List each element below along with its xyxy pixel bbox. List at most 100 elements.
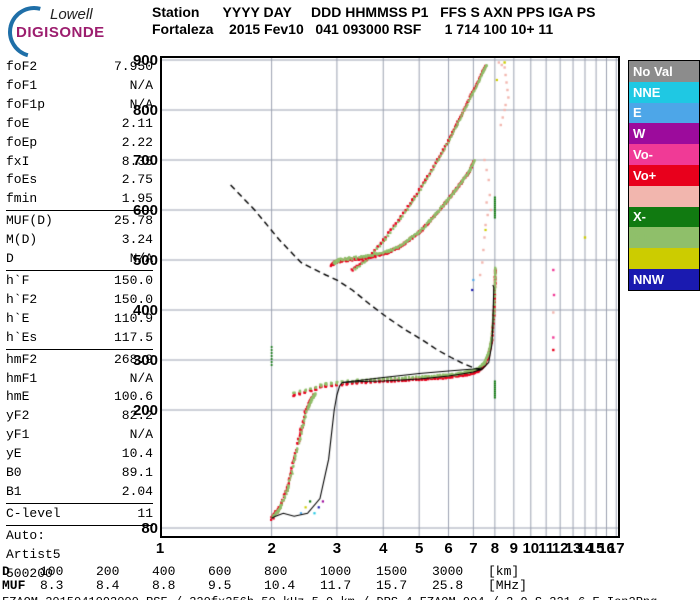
- param-row-yE: yE 10.4: [2, 445, 157, 464]
- y-axis-tick-800: 800: [122, 102, 158, 119]
- legend-item-SSE: SSE: [629, 248, 699, 269]
- row-tag: D: [2, 565, 40, 579]
- param-label: B1: [6, 483, 22, 502]
- param-label: C-level: [6, 505, 61, 524]
- x-axis-tick-5: 5: [409, 540, 429, 557]
- row-unit: [MHz]: [488, 579, 527, 593]
- row-item: 600: [208, 565, 264, 579]
- row-item: 1500: [376, 565, 432, 579]
- digisonde-logo: Lowell DIGISONDE: [6, 4, 146, 48]
- param-value: 89.1: [122, 464, 153, 483]
- param-value: 3.24: [122, 231, 153, 250]
- param-label: h`F: [6, 272, 29, 291]
- param-row-hF: h`F 150.0: [2, 272, 157, 291]
- ionogram-plot[interactable]: 80 200 300 400 500 600 700 800 900 1 2 3 4 5 6 7 8 9 10 11…: [160, 56, 620, 538]
- distance-row: D 100 200 400 600 800 1000 1500 3000 [km]: [2, 565, 698, 579]
- param-label: foF2: [6, 58, 37, 77]
- row-item: 100: [40, 565, 96, 579]
- param-row-hEs: h`Es 117.5: [2, 329, 157, 348]
- row-item: 10.4: [264, 579, 320, 593]
- station-info: Station YYYY DAY DDD HHMMSS P1 FFS S AXN…: [152, 4, 595, 38]
- x-axis-tick-2: 2: [262, 540, 282, 557]
- param-label: yE: [6, 445, 22, 464]
- param-label: h`F2: [6, 291, 37, 310]
- legend-item-X: X+: [629, 227, 699, 248]
- param-label: yF1: [6, 426, 29, 445]
- param-label: foF1: [6, 77, 37, 96]
- row-unit: [km]: [488, 565, 519, 579]
- param-label: D: [6, 250, 14, 269]
- header: Lowell DIGISONDE Station YYYY DAY DDD HH…: [0, 2, 700, 50]
- legend-item-NNE: NNE: [629, 82, 699, 103]
- bottom-info-table: D 100 200 400 600 800 1000 1500 3000 [km] MUF 8.3 8…: [2, 565, 698, 600]
- row-tag: MUF: [2, 579, 40, 593]
- row-item: 25.8: [432, 579, 488, 593]
- y-axis-tick-600: 600: [122, 202, 158, 219]
- param-label: fmin: [6, 190, 37, 209]
- param-label: h`Es: [6, 329, 37, 348]
- param-row-foEp: foEp 2.22: [2, 134, 157, 153]
- x-axis-tick-17: 17: [606, 540, 626, 557]
- param-label: foE: [6, 115, 29, 134]
- param-label: foEs: [6, 171, 37, 190]
- row-item: 8.3: [40, 579, 96, 593]
- param-row-foEs: foEs 2.75: [2, 171, 157, 190]
- legend-item-NoVal: No Val: [629, 61, 699, 82]
- row-item: 11.7: [320, 579, 376, 593]
- trace-legend: No Val NNE E W Vo- Vo+ SSW X- X+ SSE NNW: [628, 60, 700, 291]
- row-item: 15.7: [376, 579, 432, 593]
- param-label: foF1p: [6, 96, 45, 115]
- y-axis-tick-700: 700: [122, 152, 158, 169]
- muf-row: MUF 8.3 8.4 8.8 9.5 10.4 11.7 15.7 25.8 [MHz]: [2, 579, 698, 593]
- row-item: 400: [152, 565, 208, 579]
- param-value: 2.22: [122, 134, 153, 153]
- row-item: 8.8: [152, 579, 208, 593]
- ionogram-canvas[interactable]: [160, 56, 620, 538]
- param-value: 150.0: [114, 272, 153, 291]
- row-item: 1000: [320, 565, 376, 579]
- legend-item-W: W: [629, 123, 699, 144]
- x-axis-tick-7: 7: [463, 540, 483, 557]
- x-axis-tick-8: 8: [485, 540, 505, 557]
- row-item: 200: [96, 565, 152, 579]
- legend-item-Vo: Vo-: [629, 144, 699, 165]
- param-value: N/A: [130, 426, 153, 445]
- param-value: N/A: [130, 77, 153, 96]
- param-value: N/A: [130, 370, 153, 389]
- ionogram-window: Lowell DIGISONDE Station YYYY DAY DDD HH…: [0, 0, 700, 600]
- row-item: 8.4: [96, 579, 152, 593]
- x-axis-tick-6: 6: [439, 540, 459, 557]
- auto-note-line: Artist5: [2, 546, 157, 565]
- param-label: MUF(D): [6, 212, 53, 231]
- row-item: 9.5: [208, 579, 264, 593]
- y-axis-tick-200: 200: [122, 402, 158, 419]
- x-axis-tick-1: 1: [150, 540, 170, 557]
- row-item: 3000: [432, 565, 488, 579]
- param-label: hmF1: [6, 370, 37, 389]
- y-axis-tick-400: 400: [122, 302, 158, 319]
- param-row-B0: B0 89.1: [2, 464, 157, 483]
- param-label: fxI: [6, 153, 29, 172]
- legend-item-NNW: NNW: [629, 269, 699, 290]
- param-value: 2.75: [122, 171, 153, 190]
- param-row-B1: B1 2.04: [2, 483, 157, 502]
- param-row-MD: M(D) 3.24: [2, 231, 157, 250]
- param-label: h`E: [6, 310, 29, 329]
- param-value: 2.04: [122, 483, 153, 502]
- param-label: hmE: [6, 388, 29, 407]
- y-axis-tick-300: 300: [122, 352, 158, 369]
- param-value: 10.4: [122, 445, 153, 464]
- param-label: foEp: [6, 134, 37, 153]
- legend-item-SSW: SSW: [629, 186, 699, 207]
- param-label: M(D): [6, 231, 37, 250]
- y-axis-tick-900: 900: [122, 52, 158, 69]
- param-row-foF1: foF1 N/A: [2, 77, 157, 96]
- param-row-hmF1: hmF1 N/A: [2, 370, 157, 389]
- file-footer: FZAOM_2015041093000.RSF / 320fx256h 50 k…: [2, 595, 698, 600]
- param-label: yF2: [6, 407, 29, 426]
- y-axis-tick-500: 500: [122, 252, 158, 269]
- x-axis-tick-3: 3: [327, 540, 347, 557]
- legend-item-Vo: Vo+: [629, 165, 699, 186]
- x-axis-tick-4: 4: [373, 540, 393, 557]
- legend-item-X: X-: [629, 207, 699, 228]
